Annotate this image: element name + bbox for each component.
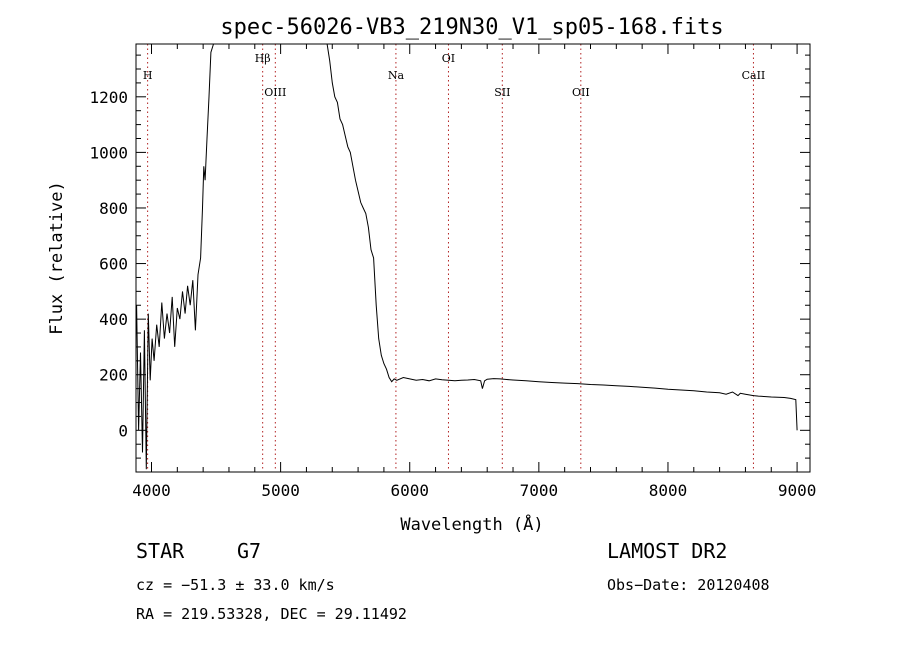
coordinates-label: RA = 219.53328, DEC = 29.11492 bbox=[136, 605, 407, 623]
y-tick-label-1: 200 bbox=[99, 366, 128, 385]
y-axis-label: Flux (relative) bbox=[47, 181, 67, 335]
subclass-label: G7 bbox=[237, 539, 261, 563]
redshift-label: cz = −51.3 ± 33.0 km/s bbox=[136, 576, 335, 594]
x-tick-label-4: 8000 bbox=[649, 481, 688, 500]
x-tick-label-1: 5000 bbox=[261, 481, 300, 500]
x-tick-label-3: 7000 bbox=[520, 481, 559, 500]
y-tick-label-4: 800 bbox=[99, 199, 128, 218]
y-tick-label-2: 400 bbox=[99, 310, 128, 329]
line-label-7: CaII bbox=[742, 69, 766, 82]
obs-date-label: Obs−Date: 20120408 bbox=[607, 576, 770, 594]
line-label-6: OII bbox=[572, 86, 590, 99]
spectral-line-markers: H Hβ OIII Na OI SII OII CaII bbox=[143, 44, 765, 472]
line-label-5: SII bbox=[494, 86, 510, 99]
line-label-0: H bbox=[143, 69, 153, 82]
chart-title: spec-56026-VB3_219N30_V1_sp05-168.fits bbox=[220, 15, 723, 40]
axis-ticks: 4000 5000 6000 7000 8000 9000 0 200 400 600 800 100… bbox=[89, 44, 816, 500]
plot-frame bbox=[135, 43, 811, 473]
survey-label: LAMOST DR2 bbox=[607, 539, 727, 563]
y-tick-label-5: 1000 bbox=[89, 143, 128, 162]
y-tick-label-0: 0 bbox=[118, 421, 128, 440]
y-tick-label-3: 600 bbox=[99, 255, 128, 274]
x-tick-label-0: 4000 bbox=[132, 481, 171, 500]
line-label-4: OI bbox=[442, 52, 455, 65]
line-label-3: Na bbox=[388, 69, 405, 82]
object-type-label: STAR bbox=[136, 539, 185, 563]
x-tick-label-5: 9000 bbox=[778, 481, 817, 500]
line-label-1: Hβ bbox=[255, 52, 271, 65]
y-tick-label-6: 1200 bbox=[89, 88, 128, 107]
line-label-2: OIII bbox=[264, 86, 286, 99]
flux-spectrum-line bbox=[136, 44, 798, 470]
x-axis-label: Wavelength (Å) bbox=[400, 513, 543, 535]
x-tick-label-2: 6000 bbox=[390, 481, 429, 500]
